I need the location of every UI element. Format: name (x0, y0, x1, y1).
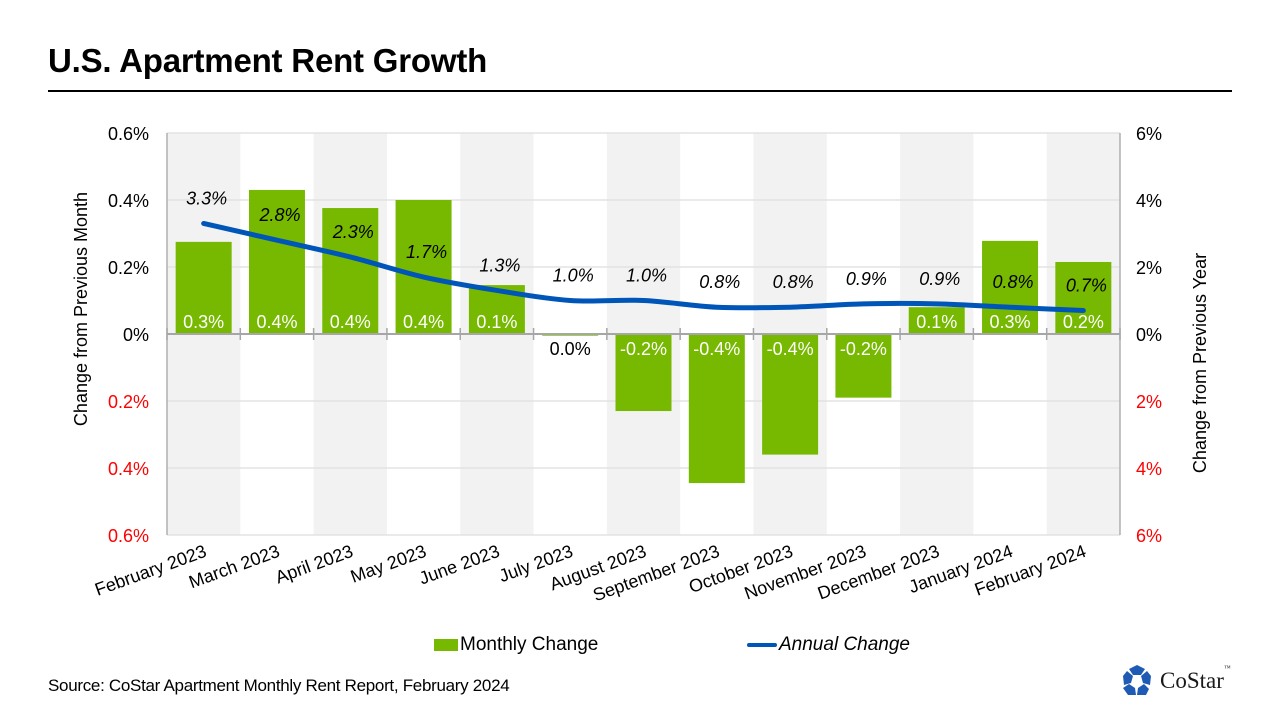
line-data-label: 1.7% (406, 242, 447, 262)
left-axis-tick-label: 0.4% (108, 459, 149, 479)
bar-data-label: -0.2% (620, 339, 667, 359)
bar (175, 241, 232, 334)
line-data-label: 0.8% (699, 272, 740, 292)
legend-line-swatch (747, 643, 777, 647)
legend: Monthly Change Annual Change (0, 634, 1280, 658)
left-axis-ticks: 0.6% 0.4% 0.2% 0% 0.2% 0.4% 0.6% (108, 124, 149, 546)
bar (762, 334, 819, 455)
right-axis-tick-label: 6% (1136, 526, 1162, 546)
bar-data-label: -0.4% (767, 339, 814, 359)
right-axis-title: Change from Previous Year (1190, 253, 1210, 473)
line-data-label: 0.8% (993, 272, 1034, 292)
logo-trademark: ™ (1223, 664, 1231, 672)
bar (322, 208, 379, 334)
bar (908, 307, 965, 334)
bar-data-label: 0.4% (330, 312, 371, 332)
x-axis-tick-label: May 2023 (348, 541, 429, 587)
legend-bar-swatch (434, 639, 458, 651)
legend-label: Monthly Change (460, 634, 599, 655)
bar-data-label: 0.2% (1063, 312, 1104, 332)
line-data-label: 2.3% (332, 222, 374, 242)
right-axis-tick-label: 4% (1136, 191, 1162, 211)
legend-item-annual-change[interactable]: Annual Change (747, 634, 910, 656)
left-axis-tick-label: 0.4% (108, 191, 149, 211)
costar-logo: CoStar™ (1120, 664, 1231, 698)
bar-data-label: 0.1% (916, 312, 957, 332)
line-data-label: 1.0% (626, 266, 667, 286)
right-axis-tick-label: 2% (1136, 392, 1162, 412)
bar (688, 334, 745, 484)
chart-title: U.S. Apartment Rent Growth (48, 42, 488, 79)
bar-data-label: 0.1% (476, 312, 517, 332)
right-axis-tick-label: 0% (1136, 325, 1162, 345)
right-axis-ticks: 6% 4% 2% 0% 2% 4% 6% (1136, 124, 1162, 546)
logo-wordmark: CoStar (1160, 668, 1224, 693)
bar-data-label: -0.4% (693, 339, 740, 359)
left-axis-tick-label: 0.2% (108, 392, 149, 412)
bar (835, 334, 892, 398)
source-note: Source: CoStar Apartment Monthly Rent Re… (48, 676, 510, 695)
right-axis-tick-label: 4% (1136, 459, 1162, 479)
line-data-label: 0.9% (846, 269, 887, 289)
line-data-label: 3.3% (186, 188, 227, 208)
legend-item-monthly-change[interactable]: Monthly Change (434, 634, 598, 656)
legend-label: Annual Change (779, 634, 910, 655)
line-data-label: 2.8% (258, 205, 300, 225)
title-divider (48, 90, 1232, 92)
line-data-label: 0.8% (773, 272, 814, 292)
bar-data-label: 0.4% (403, 312, 444, 332)
axes (166, 133, 1121, 535)
bar-data-label: 0.4% (256, 312, 297, 332)
line-data-label: 0.7% (1066, 276, 1107, 296)
line-data-label: 1.3% (479, 255, 520, 275)
right-axis-tick-label: 6% (1136, 124, 1162, 144)
bar-data-label: 0.0% (550, 339, 591, 359)
left-axis-tick-label: 0.6% (108, 124, 149, 144)
x-axis-tick-label: June 2023 (416, 541, 502, 589)
costar-star-icon (1123, 665, 1151, 695)
bar (248, 189, 305, 334)
x-axis-tick-label: April 2023 (273, 541, 356, 588)
bar (982, 240, 1039, 334)
bar-data-labels: 0.3% 0.4% 0.4% 0.4% 0.1% 0.0% -0.2% -0.4% -0.4% -… (183, 312, 1104, 359)
left-axis-tick-label: 0.6% (108, 526, 149, 546)
logo-text: CoStar™ (1160, 664, 1231, 694)
left-axis-tick-label: 0.2% (108, 258, 149, 278)
right-axis-tick-label: 2% (1136, 258, 1162, 278)
line-data-label: 1.0% (553, 266, 594, 286)
annual-change-line (201, 220, 1086, 314)
bar (1055, 261, 1112, 334)
line-data-label: 0.9% (919, 269, 960, 289)
bar (615, 334, 672, 412)
bars (175, 189, 1112, 484)
left-axis-tick-label: 0% (123, 325, 149, 345)
bar-data-label: 0.3% (990, 312, 1031, 332)
line-data-labels: 3.3% 2.8% 2.3% 1.7% 1.3% 1.0% 1.0% 0.8% 0.8% 0.9%… (186, 188, 1107, 295)
bar-data-label: 0.3% (183, 312, 224, 332)
bar-data-label: -0.2% (840, 339, 887, 359)
bar (395, 200, 452, 334)
left-axis-title: Change from Previous Month (71, 192, 91, 426)
